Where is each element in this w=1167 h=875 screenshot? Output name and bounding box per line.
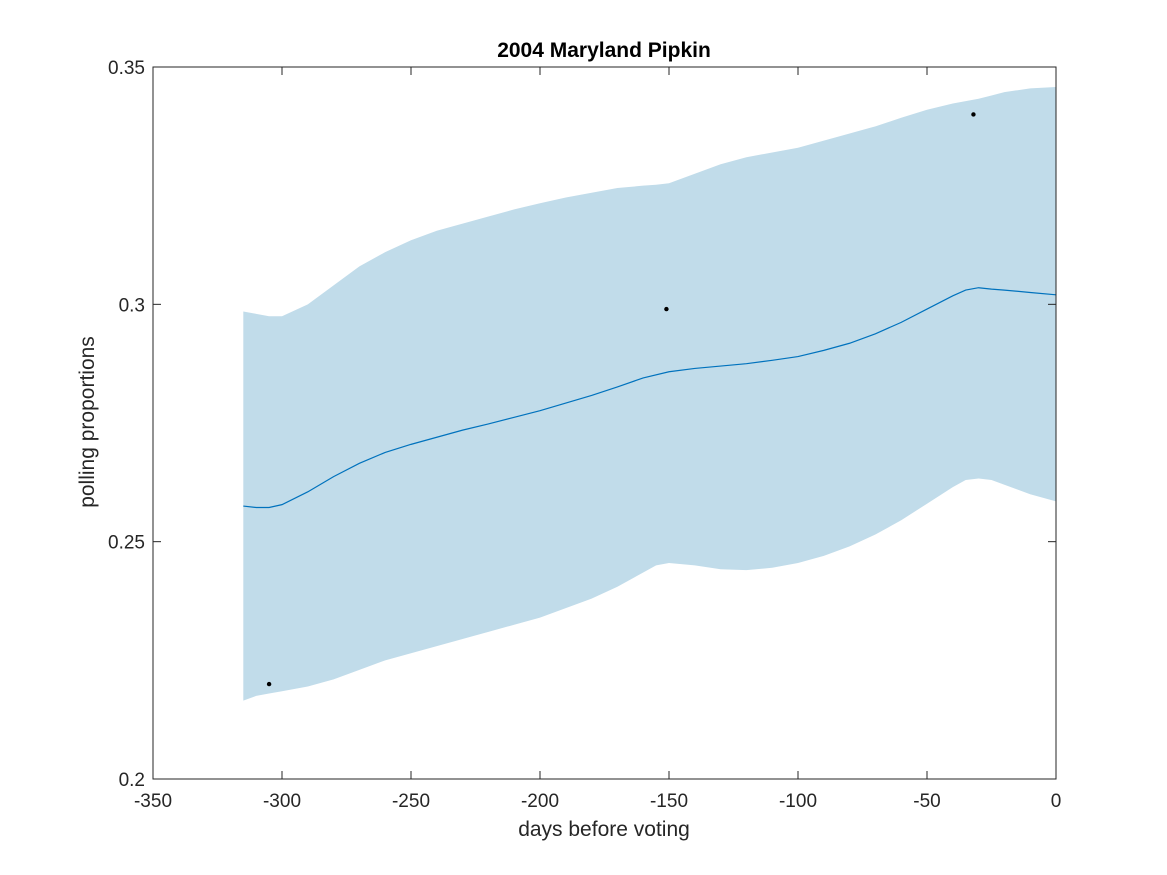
chart-title: 2004 Maryland Pipkin (497, 39, 711, 62)
y-tick-label: 0.3 (119, 295, 145, 316)
series-line-0 (243, 287, 1057, 509)
x-tick-label: -100 (779, 791, 817, 812)
x-tick-label: -350 (134, 791, 172, 812)
y-tick-label: 0.35 (108, 58, 145, 79)
y-tick-label: 0.2 (119, 770, 145, 791)
axes-box (152, 66, 1057, 780)
x-tick-label: -200 (521, 791, 559, 812)
x-tick-label: -250 (392, 791, 430, 812)
confidence-band (243, 86, 1057, 701)
y-axis-title: polling proportions (76, 336, 99, 508)
plot-area (153, 67, 1057, 779)
x-tick-label: -300 (263, 791, 301, 812)
data-point-1 (664, 306, 669, 312)
x-tick-label: 0 (1051, 791, 1062, 812)
data-point-2 (971, 112, 976, 117)
y-tick-label: 0.25 (108, 533, 145, 554)
x-axis-title: days before voting (518, 818, 690, 841)
axes: -350 -300 -250 -200 -150 -100 -50 0 0.2 0.25 0.3 0.… (108, 58, 1061, 812)
x-tick-label: -150 (650, 791, 688, 812)
x-tick-label: -50 (913, 791, 940, 812)
data-point-0 (266, 681, 272, 687)
